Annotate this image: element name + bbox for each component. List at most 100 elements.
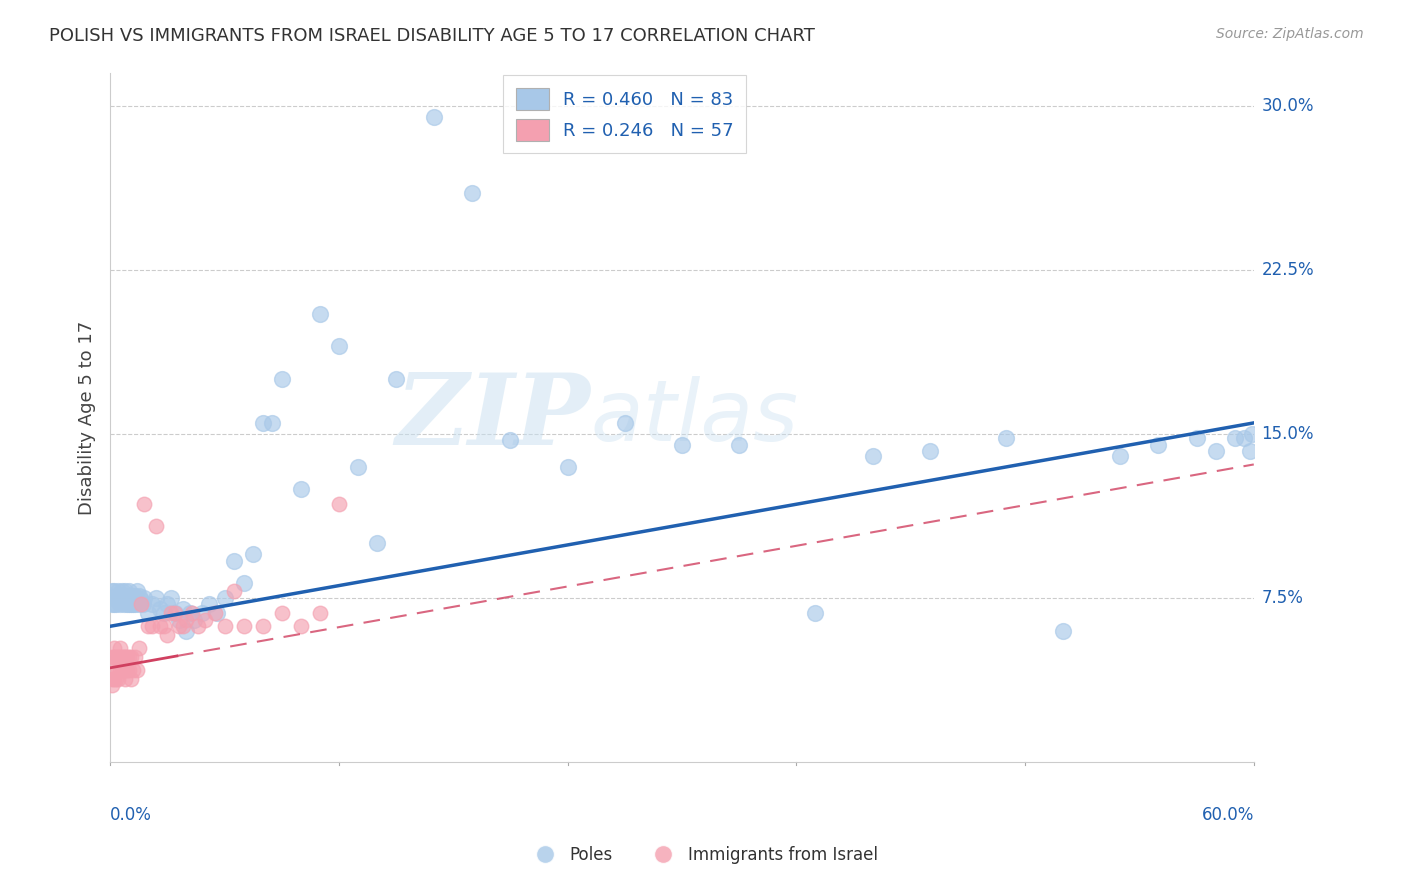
Point	[124, 589, 146, 603]
Point	[308, 307, 330, 321]
Point	[176, 624, 198, 638]
Point	[167, 619, 190, 633]
Point	[101, 672, 124, 686]
Point	[131, 598, 153, 612]
Point	[114, 584, 136, 599]
Point	[104, 663, 127, 677]
Point	[222, 554, 245, 568]
Point	[172, 619, 194, 633]
Legend: Poles, Immigrants from Israel: Poles, Immigrants from Israel	[522, 839, 884, 871]
Point	[114, 649, 136, 664]
Point	[124, 649, 146, 664]
Point	[145, 518, 167, 533]
Point	[108, 663, 131, 677]
Point	[107, 663, 129, 677]
Point	[125, 584, 148, 599]
Text: Source: ZipAtlas.com: Source: ZipAtlas.com	[1216, 27, 1364, 41]
Point	[108, 598, 131, 612]
Text: 30.0%: 30.0%	[1261, 97, 1313, 115]
Point	[385, 372, 408, 386]
Point	[728, 438, 751, 452]
Point	[103, 649, 125, 664]
Point	[290, 482, 312, 496]
Point	[134, 497, 156, 511]
Point	[124, 598, 146, 612]
Point	[103, 598, 125, 612]
Point	[204, 606, 226, 620]
Point	[110, 649, 132, 664]
Point	[107, 593, 129, 607]
Point	[190, 606, 212, 620]
Point	[122, 663, 145, 677]
Point	[141, 598, 163, 612]
Point	[232, 619, 254, 633]
Point	[179, 606, 201, 620]
Point	[198, 598, 221, 612]
Point	[1223, 431, 1246, 445]
Point	[110, 593, 132, 607]
Point	[122, 598, 145, 612]
Point	[120, 589, 142, 603]
Point	[242, 547, 264, 561]
Text: 60.0%: 60.0%	[1201, 805, 1254, 823]
Point	[114, 672, 136, 686]
Point	[129, 593, 152, 607]
Point	[1240, 426, 1263, 441]
Point	[172, 601, 194, 615]
Point	[125, 595, 148, 609]
Point	[122, 589, 145, 603]
Point	[862, 449, 884, 463]
Text: POLISH VS IMMIGRANTS FROM ISRAEL DISABILITY AGE 5 TO 17 CORRELATION CHART: POLISH VS IMMIGRANTS FROM ISRAEL DISABIL…	[49, 27, 815, 45]
Point	[557, 459, 579, 474]
Point	[252, 416, 274, 430]
Point	[194, 613, 217, 627]
Point	[117, 649, 139, 664]
Point	[222, 584, 245, 599]
Point	[1233, 431, 1256, 445]
Point	[101, 598, 124, 612]
Point	[183, 613, 205, 627]
Point	[262, 416, 284, 430]
Point	[499, 434, 522, 448]
Point	[128, 589, 150, 603]
Point	[101, 584, 124, 599]
Point	[156, 628, 179, 642]
Point	[270, 606, 292, 620]
Point	[328, 497, 350, 511]
Text: 15.0%: 15.0%	[1261, 425, 1313, 442]
Point	[120, 672, 142, 686]
Point	[152, 619, 174, 633]
Point	[125, 663, 148, 677]
Point	[671, 438, 693, 452]
Point	[112, 663, 135, 677]
Point	[1239, 444, 1261, 458]
Text: ZIP: ZIP	[395, 369, 591, 466]
Point	[214, 619, 236, 633]
Point	[103, 672, 125, 686]
Point	[103, 641, 125, 656]
Point	[187, 619, 209, 633]
Point	[110, 584, 132, 599]
Text: 0.0%: 0.0%	[110, 805, 152, 823]
Point	[214, 591, 236, 605]
Point	[110, 663, 132, 677]
Point	[120, 649, 142, 664]
Point	[290, 619, 312, 633]
Point	[118, 663, 141, 677]
Point	[1205, 444, 1227, 458]
Point	[308, 606, 330, 620]
Point	[141, 619, 163, 633]
Point	[136, 619, 159, 633]
Point	[108, 589, 131, 603]
Point	[918, 444, 941, 458]
Point	[252, 619, 274, 633]
Point	[104, 649, 127, 664]
Point	[128, 598, 150, 612]
Point	[181, 606, 204, 620]
Point	[145, 591, 167, 605]
Point	[108, 641, 131, 656]
Point	[112, 649, 135, 664]
Point	[328, 339, 350, 353]
Point	[461, 186, 484, 201]
Point	[107, 672, 129, 686]
